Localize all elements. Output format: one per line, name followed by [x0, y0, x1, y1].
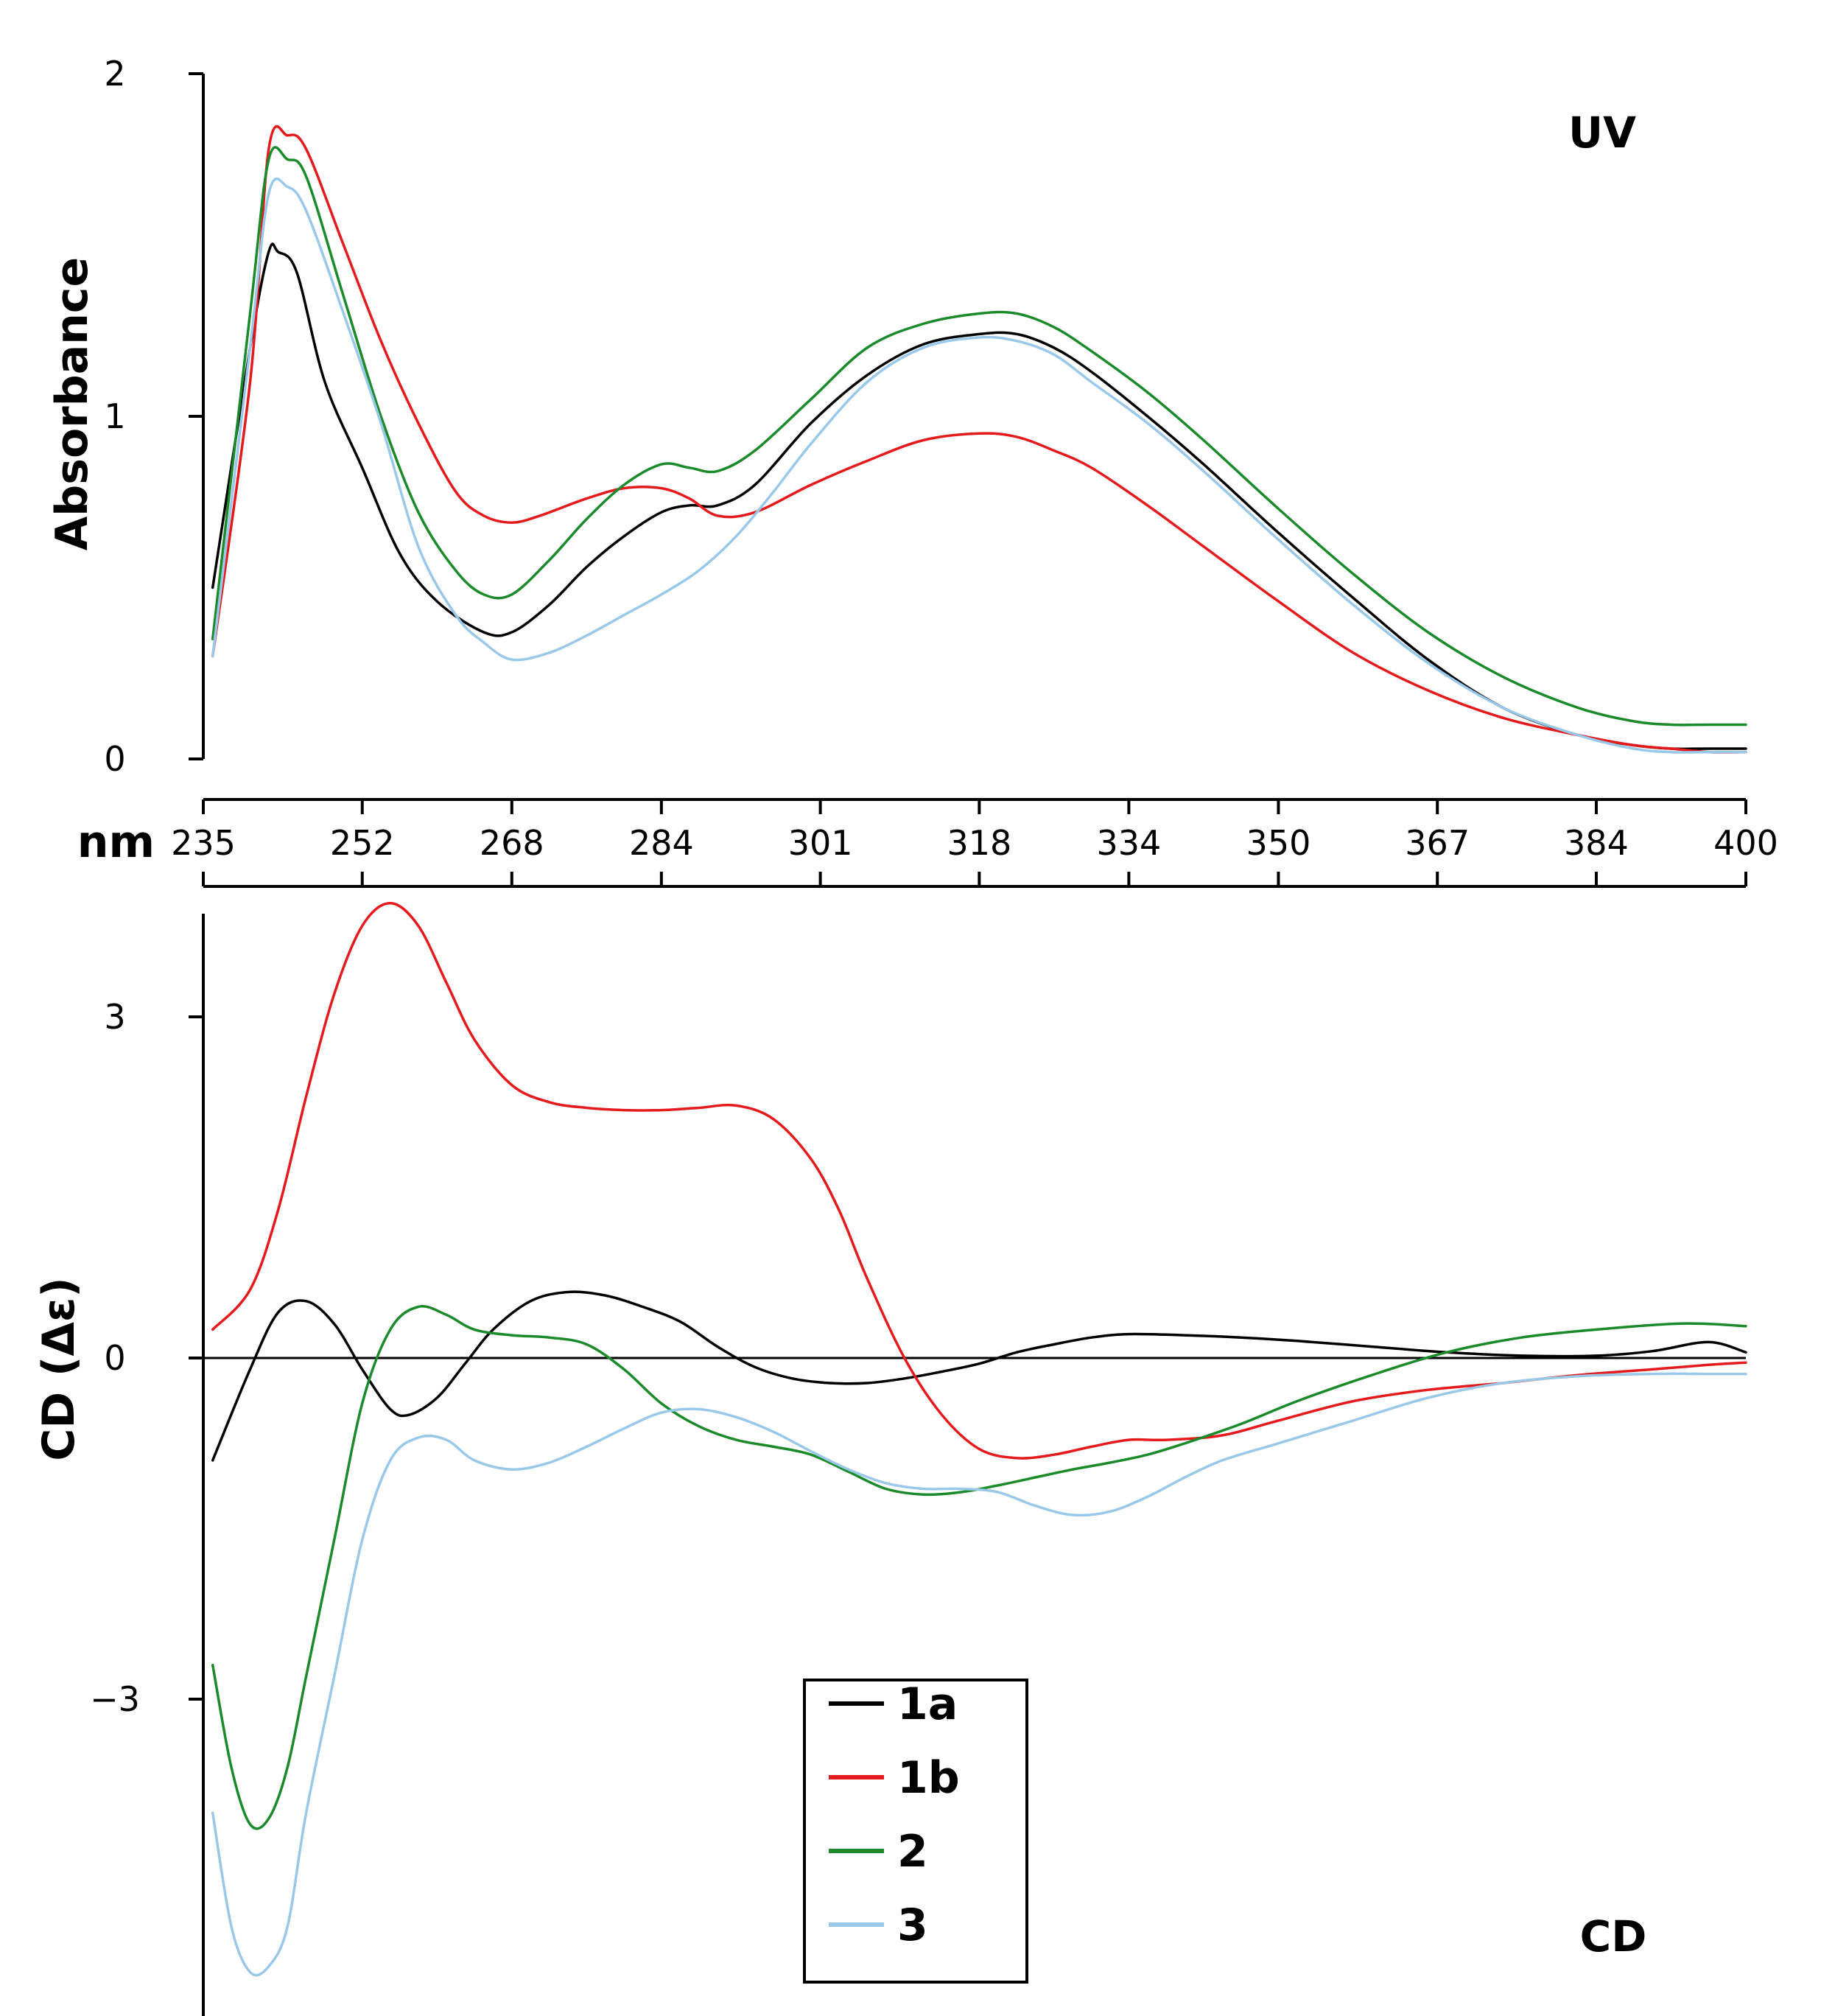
uv-panel-label: UV: [1568, 108, 1636, 158]
cd-y-tick-label: 3: [104, 997, 125, 1037]
x-tick-label: 384: [1564, 823, 1629, 863]
legend-label-3: 3: [897, 1900, 928, 1951]
x-axis: 235 252 268 284 301 318 334 350 367 384 400 nm: [77, 798, 1778, 888]
legend-entries: 1a 1b 2 3: [829, 1679, 960, 1951]
x-tick-label: 400: [1713, 823, 1778, 863]
cd-series-line-1a: [211, 1290, 1747, 1462]
cd-series-line-3: [211, 1372, 1747, 1977]
uv-series-line-1a: [211, 242, 1747, 751]
uv-series-line-2: [211, 146, 1747, 727]
uv-series-line-1b: [211, 125, 1747, 754]
legend-label-1b: 1b: [897, 1752, 960, 1804]
cd-series-line-2: [211, 1305, 1747, 1830]
uv-y-ticks: 0 1 2: [104, 54, 203, 779]
x-tick-label: 334: [1096, 823, 1161, 863]
uv-panel: 0 1 2 Absorbance UV: [46, 54, 1747, 779]
uv-y-axis-title: Absorbance: [46, 257, 98, 550]
uv-y-tick-label: 1: [104, 396, 125, 436]
legend: 1a 1b 2 3: [803, 1679, 1028, 1984]
cd-y-tick-label: 0: [104, 1338, 125, 1378]
x-tick-label: 235: [171, 823, 236, 863]
x-tick-label: 284: [629, 823, 694, 863]
uv-y-tick-label: 2: [104, 54, 125, 94]
cd-panel-label: CD: [1580, 1911, 1647, 1961]
x-ticks: 235 252 268 284 301 318 334 350 367 384 400: [171, 799, 1778, 886]
x-tick-label: 350: [1246, 823, 1311, 863]
uv-series-group: [211, 125, 1747, 754]
uv-series-line-3: [211, 177, 1747, 754]
uv-y-tick-label: 0: [104, 739, 125, 779]
cd-y-ticks: −3 0 3: [90, 997, 203, 1719]
x-tick-label: 301: [788, 823, 853, 863]
legend-box: [803, 1679, 1028, 1984]
x-tick-label: 318: [947, 823, 1011, 863]
legend-label-2: 2: [897, 1826, 928, 1877]
x-axis-title: nm: [77, 816, 155, 868]
legend-label-1a: 1a: [897, 1679, 958, 1730]
cd-series-group: [211, 901, 1747, 1977]
x-tick-label: 252: [330, 823, 395, 863]
x-tick-label: 367: [1405, 823, 1470, 863]
cd-panel: −3 0 3 CD (Δε) CD: [33, 901, 1747, 2016]
x-tick-label: 268: [480, 823, 544, 863]
cd-series-line-1b: [211, 901, 1747, 1460]
cd-y-tick-label: −3: [90, 1679, 140, 1719]
cd-y-axis-title: CD (Δε): [33, 1277, 85, 1460]
